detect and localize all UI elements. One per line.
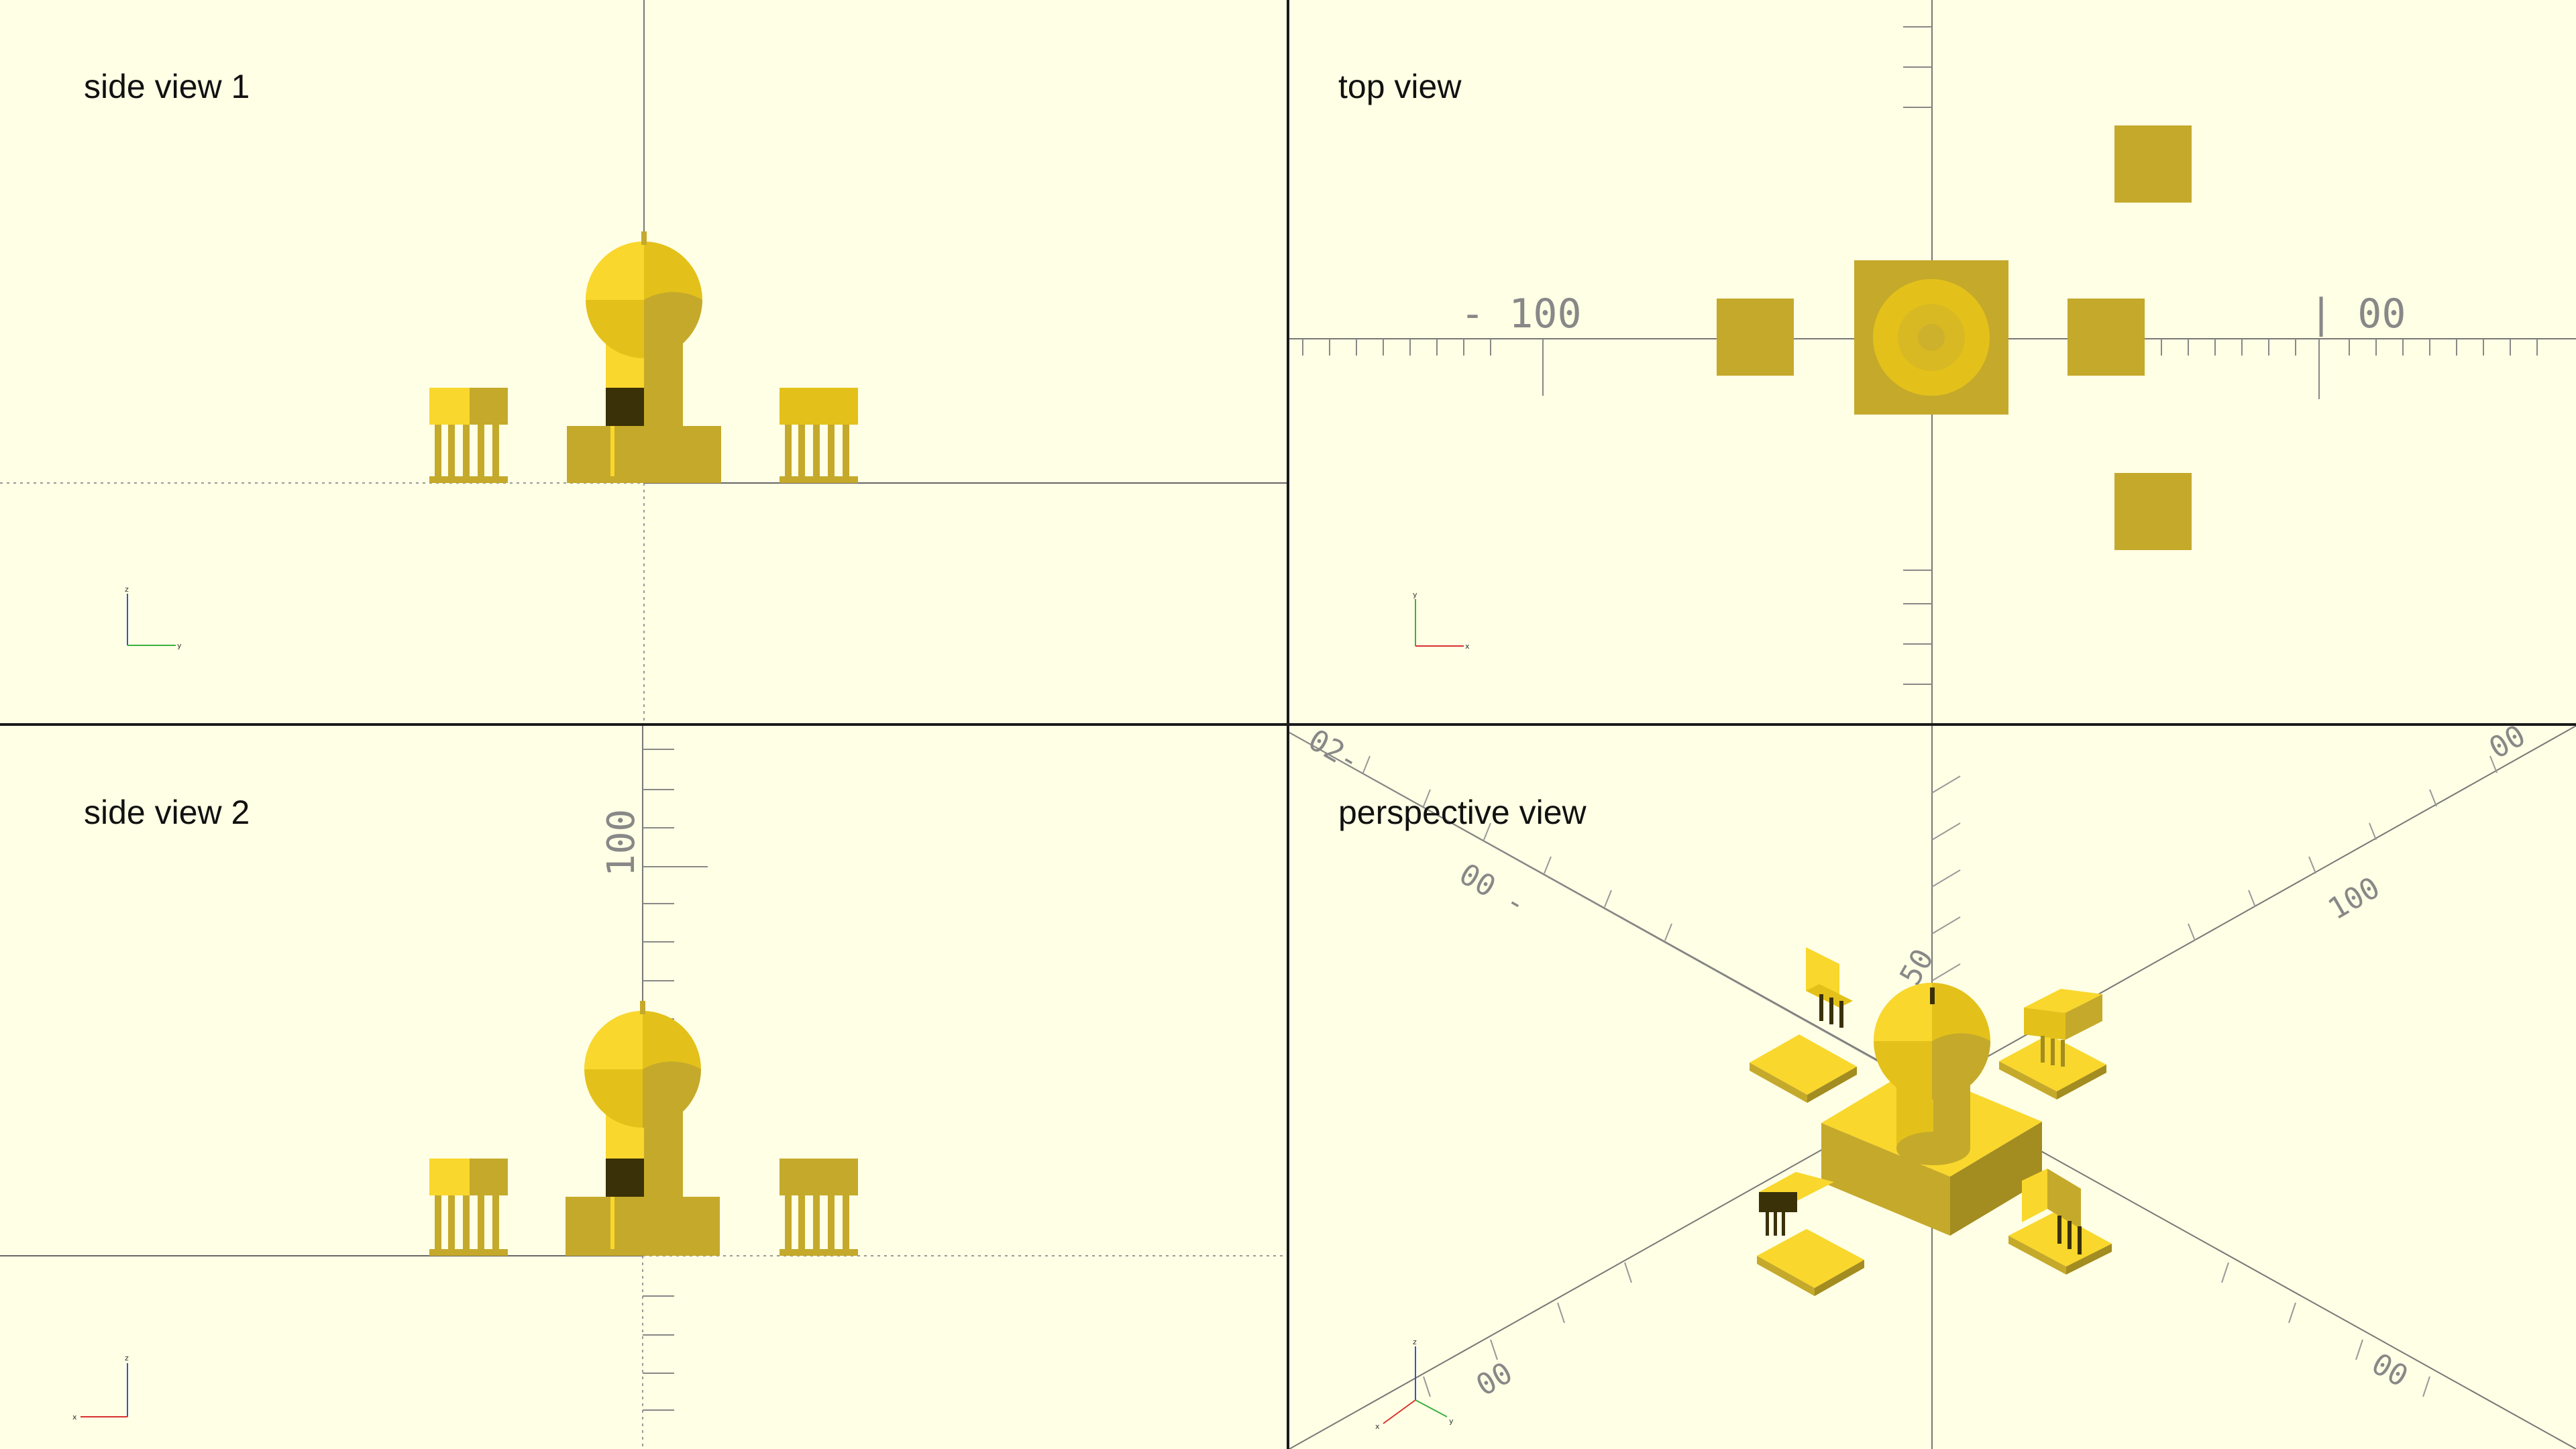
west-pavilion-footprint bbox=[1717, 299, 1794, 376]
axis-gizmo: z y bbox=[125, 585, 182, 650]
axis-label-pos-x: | 00 bbox=[2309, 290, 2406, 337]
axis-ticks bbox=[1302, 26, 2538, 685]
viewport-title: top view bbox=[1338, 68, 1462, 105]
svg-text:x: x bbox=[72, 1413, 77, 1421]
axis-label-persp-left: 00 - bbox=[1454, 857, 1532, 922]
horizontal-divider[interactable] bbox=[0, 723, 2576, 726]
axis-label-persp-top-left: 02- bbox=[1303, 726, 1366, 779]
right-pavilion bbox=[780, 1159, 858, 1256]
ne-pavilion-3d bbox=[1999, 989, 2106, 1099]
svg-text:y: y bbox=[1449, 1417, 1454, 1426]
se-pavilion-3d bbox=[2008, 1169, 2112, 1275]
viewport-title: side view 1 bbox=[84, 68, 250, 105]
central-tower-3d bbox=[1821, 983, 2042, 1236]
top-view-canvas: - 100 | 00 y x bbox=[1289, 0, 2576, 723]
viewport-title: side view 2 bbox=[84, 794, 250, 831]
viewport-side-view-1[interactable]: z y side view 1 bbox=[0, 0, 1287, 723]
perspective-view-canvas: 50 00 - 100 00 00 02- 00 bbox=[1289, 726, 2576, 1449]
svg-text:z: z bbox=[125, 585, 129, 594]
axis-label-persp-bottom-right: 00 bbox=[2366, 1346, 2414, 1394]
central-tower bbox=[567, 231, 721, 483]
axis-gizmo: y x bbox=[1413, 590, 1470, 651]
axis-label-persp-bottom-left: 00 bbox=[1470, 1356, 1518, 1403]
axis-label-persp-right: 100 bbox=[2322, 871, 2385, 927]
axis-gizmo: z x y bbox=[1375, 1338, 1454, 1431]
left-pavilion bbox=[429, 388, 508, 483]
viewport-side-view-2[interactable]: 100 bbox=[0, 726, 1287, 1449]
svg-text:z: z bbox=[1413, 1338, 1417, 1346]
north-pavilion-footprint bbox=[2114, 125, 2192, 203]
svg-text:z: z bbox=[125, 1354, 129, 1362]
viewport-title: perspective view bbox=[1338, 794, 1587, 831]
svg-text:x: x bbox=[1375, 1422, 1380, 1431]
viewport-perspective-view[interactable]: 50 00 - 100 00 00 02- 00 bbox=[1289, 726, 2576, 1449]
svg-text:y: y bbox=[1413, 590, 1417, 599]
side-view-2-canvas: 100 bbox=[0, 726, 1287, 1449]
sw-pavilion-3d bbox=[1757, 1172, 1864, 1296]
svg-text:y: y bbox=[177, 641, 182, 650]
left-pavilion bbox=[429, 1159, 508, 1256]
side-view-1-canvas: z y bbox=[0, 0, 1287, 723]
nw-pavilion-3d bbox=[1750, 947, 1857, 1103]
axis-label-neg-x: - 100 bbox=[1460, 290, 1582, 337]
central-tower bbox=[566, 1001, 720, 1256]
axis-gizmo: z x bbox=[72, 1354, 129, 1421]
axis-label-persp-top-right: 00 bbox=[2483, 726, 2531, 766]
east-pavilion-footprint bbox=[2068, 299, 2145, 376]
perspective-ticks bbox=[1362, 755, 2498, 1397]
axis-label-z: 100 bbox=[600, 809, 643, 877]
svg-text:x: x bbox=[1465, 642, 1470, 651]
viewport-top-view[interactable]: - 100 | 00 y x top view bbox=[1289, 0, 2576, 723]
south-pavilion-footprint bbox=[2114, 473, 2192, 550]
right-pavilion bbox=[780, 388, 858, 483]
